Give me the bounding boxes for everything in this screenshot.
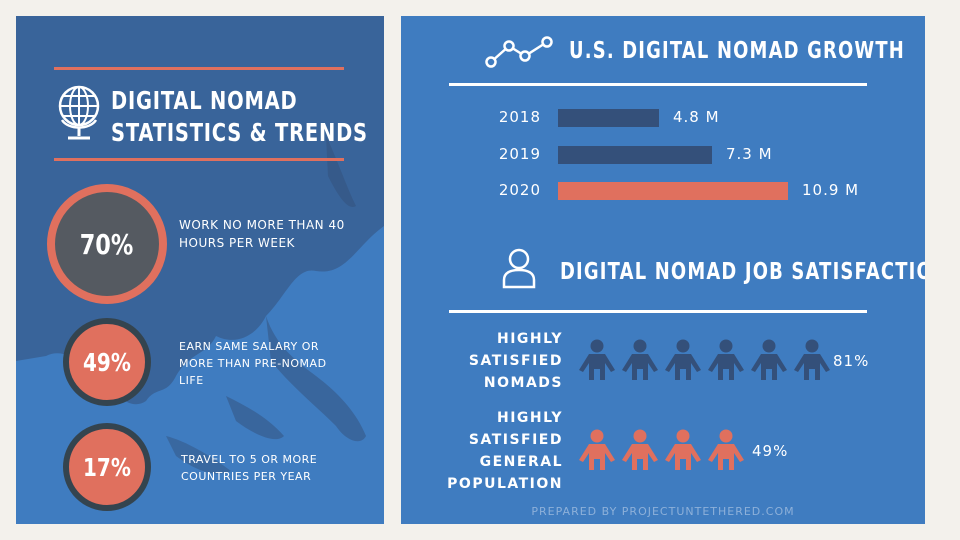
person-icon (577, 339, 617, 385)
footer-credit: PREPARED BY PROJECTUNTETHERED.COM (531, 505, 795, 518)
stats-panel: DIGITAL NOMAD STATISTICS & TRENDS 70% WO… (16, 16, 384, 524)
title-line-1: DIGITAL NOMAD (111, 86, 298, 115)
stat-value: 17% (83, 452, 131, 482)
bar-2020 (558, 182, 788, 200)
bar-category-label: 2019 (498, 145, 541, 163)
general-label-line: GENERAL (479, 454, 563, 470)
globe-icon (58, 85, 100, 140)
nomads-label: HIGHLY SATISFIED NOMADS (421, 328, 563, 394)
stat-circle-70: 70% (47, 184, 167, 304)
general-label-line: SATISFIED (468, 432, 563, 448)
person-icon (706, 339, 746, 385)
satisfaction-divider (449, 310, 867, 313)
bar-2018 (558, 109, 659, 127)
stat-description: WORK NO MORE THAN 40 HOURS PER WEEK (179, 218, 345, 250)
title-line-2: STATISTICS & TRENDS (111, 118, 368, 147)
person-icon (577, 429, 617, 475)
stat-description: EARN SAME SALARY OR MORE THAN PRE-NOMAD … (179, 340, 327, 387)
user-icon (502, 248, 536, 289)
growth-title: U.S. DIGITAL NOMAD GROWTH (569, 38, 905, 64)
nomads-label-line: NOMADS (483, 375, 563, 391)
stat-value: 49% (83, 347, 131, 377)
general-percent: 49% (752, 442, 789, 460)
bar-value-label: 4.8 M (673, 108, 720, 126)
stat-description: TRAVEL TO 5 OR MORE COUNTRIES PER YEAR (181, 453, 318, 483)
person-icon (663, 339, 703, 385)
nomads-percent: 81% (833, 352, 870, 370)
person-icon (620, 339, 660, 385)
bar-2019 (558, 146, 712, 164)
person-icon (749, 339, 789, 385)
bar-category-label: 2020 (498, 181, 541, 199)
bar-value-label: 7.3 M (726, 145, 773, 163)
line-chart-icon (485, 36, 553, 68)
general-label-line: HIGHLY (496, 410, 563, 426)
person-icon (792, 339, 832, 385)
bar-value-label: 10.9 M (802, 181, 860, 199)
stat-circle-17: 17% (63, 423, 151, 511)
nomads-label-line: HIGHLY (496, 331, 563, 347)
growth-divider (449, 83, 867, 86)
title-top-rule (54, 67, 344, 70)
nomads-label-line: SATISFIED (468, 353, 563, 369)
title-bottom-rule (54, 158, 344, 161)
person-icon (620, 429, 660, 475)
satisfaction-title: DIGITAL NOMAD JOB SATISFACTION (560, 259, 925, 285)
person-icon (663, 429, 703, 475)
person-icon (706, 429, 746, 475)
general-label-line: POPULATION (447, 476, 563, 492)
stat-circle-49: 49% (63, 318, 151, 406)
asia-map-background (16, 16, 384, 474)
bar-category-label: 2018 (498, 108, 541, 126)
stat-value: 70% (80, 227, 134, 261)
charts-panel: U.S. DIGITAL NOMAD GROWTH 2018 4.8 M 2019 7… (401, 16, 925, 524)
general-population-label: HIGHLY SATISFIED GENERAL POPULATION (421, 407, 563, 495)
